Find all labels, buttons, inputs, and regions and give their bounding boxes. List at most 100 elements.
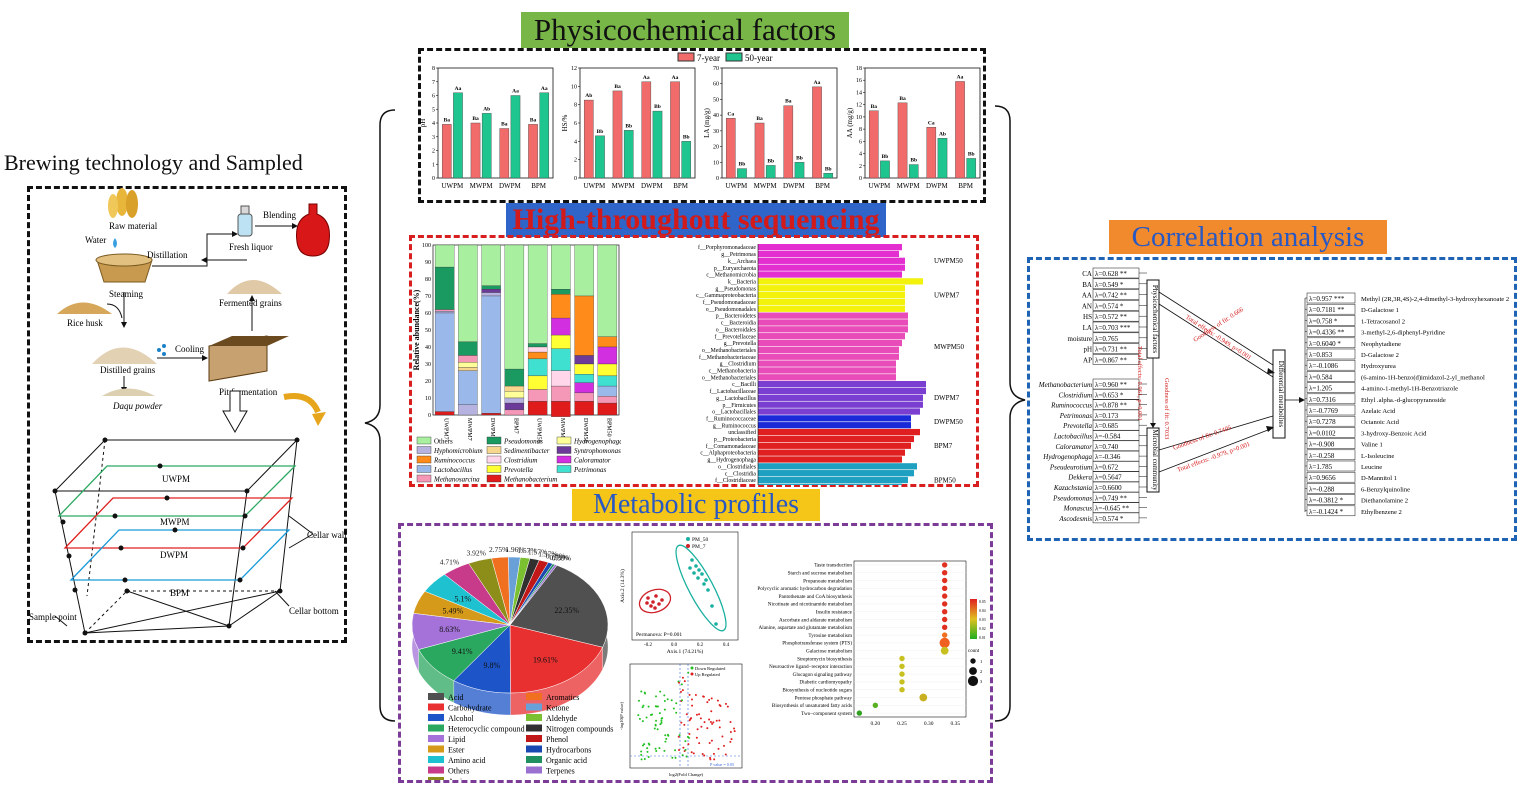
lefse-group-UWPM50: f__Porphyromonadaceaeg__Petrimonask__Arc… (698, 244, 963, 279)
volcano-point-up (716, 699, 719, 702)
pie-legend-swatch (526, 766, 542, 774)
volcano-point-down (649, 714, 652, 717)
stack-segment (481, 295, 501, 414)
lefse-bar (758, 408, 920, 415)
volcano-point-up (695, 713, 698, 716)
legend-swatch-50 (725, 52, 743, 62)
stack-segment (481, 413, 501, 416)
brewing-box (27, 186, 347, 643)
corr-metab-box (1306, 415, 1356, 427)
kegg-pathway-label: Two−component system (801, 711, 852, 717)
pie-legend-swatch (428, 756, 444, 763)
kegg-count-label: 3 (980, 679, 983, 684)
bar-7 (754, 122, 765, 179)
volcano-point (681, 754, 684, 757)
physico-tick: 4 (574, 139, 577, 145)
stack-segment (574, 401, 594, 416)
volcano-point-up (715, 719, 718, 722)
bar-letter-7: Ca (928, 120, 935, 126)
pie-slice-label: 4.71% (440, 557, 459, 566)
corr-metab-val: λ=0.0102 (1309, 429, 1336, 437)
kegg-count-dot (970, 658, 976, 664)
stack-legend-label: Ruminococcus (433, 457, 475, 465)
physico-tick: 10 (571, 84, 577, 90)
volcano-point-up (713, 758, 716, 761)
corr-microbe-name: Ascodesmis (1058, 515, 1092, 523)
volcano-point-up (724, 702, 727, 705)
bar-50 (539, 92, 550, 179)
volcano-point (684, 740, 687, 743)
corr-metab-val: λ=0.4336 ** (1309, 329, 1345, 337)
physico-tick: 10 (856, 115, 862, 121)
stack-legend-swatch (556, 446, 572, 454)
lefse-bar (758, 271, 902, 278)
pit-label: Pit fermentation (219, 387, 278, 397)
corr-physico-val: λ=0.765 (1095, 335, 1119, 343)
stack-legend-swatch (486, 455, 502, 464)
node-physico-label: Physicochemical factors (1151, 285, 1159, 354)
pca-point-pm50 (690, 558, 694, 562)
pca-permanova: Permanova: P=0.001 (636, 632, 682, 638)
effect-left: Total effects: 0.961, p=0.001 (1136, 346, 1143, 421)
physico-category: DWPM (926, 182, 949, 190)
legend-swatch-7 (677, 52, 695, 62)
lefse-bar (758, 428, 920, 436)
physico-tick: 30 (713, 129, 719, 135)
lefse-bar (758, 394, 923, 401)
volcano-point (681, 676, 684, 679)
physico-tick: 0 (432, 176, 435, 182)
stack-segment (504, 402, 525, 411)
physico-panel-0: pH 0 1 2 3 4 5 6 7 8 Ba Aa UWPM Ba Ab MWPM Ba Aa DWPM Ba Aa B… (420, 66, 554, 190)
stack-segment (597, 375, 618, 387)
corr-metab-name: Ethylbenzene 2 (1361, 509, 1402, 516)
physico-tick: 0 (574, 176, 577, 182)
physico-category: UWPM (583, 182, 606, 190)
stack-tick: 100 (422, 243, 431, 249)
physico-tick: 10 (713, 160, 719, 166)
bar-50 (937, 138, 948, 179)
physico-category: BPM (958, 182, 974, 190)
pca-tick: -0.2 (644, 643, 652, 648)
bottle-icon (237, 213, 253, 237)
daqu-icon (102, 388, 155, 396)
pca-point-pm50 (714, 622, 718, 626)
stack-segment (551, 334, 571, 349)
corr-metab-val: λ=0.584 (1309, 373, 1333, 381)
stack-segment (458, 362, 478, 368)
volcano-point-down (637, 714, 640, 717)
corr-metab-name: D-Galactose 2 (1361, 352, 1399, 359)
volcano-point-up (700, 725, 703, 728)
kegg-p-label: 0.02 (979, 627, 986, 631)
kegg-pathway-label: Neuroactive ligand−receptor interaction (769, 664, 852, 670)
corr-metab-box (1306, 505, 1356, 517)
corr-metab-box (1306, 483, 1356, 494)
volcano-point-down (645, 716, 648, 719)
gof-bottom: Goodness of fit: 0.7405 (1172, 424, 1232, 452)
physico-tick: 2 (574, 158, 577, 164)
bar-7 (670, 81, 680, 179)
lefse-bar (758, 285, 905, 292)
lefse-group-label: DWPM50 (934, 418, 963, 426)
pca-ellipse-pm50 (675, 544, 727, 632)
volcano-point-down (643, 743, 646, 746)
bar-letter-7: Aa (672, 75, 679, 81)
lefse-bar (758, 312, 908, 319)
corr-physico-name: AP (1083, 356, 1092, 364)
volcano-point-down (646, 747, 649, 750)
stack-segment (527, 375, 548, 390)
bar-50 (908, 164, 919, 179)
stack-tick: 30 (425, 362, 431, 368)
volcano-point-down (660, 719, 663, 722)
volcano-point-up (702, 695, 705, 698)
physico-tick: 2 (859, 164, 862, 170)
corr-metab-name: D-Mannitol 1 (1361, 475, 1397, 482)
volcano-point (688, 736, 691, 739)
volcano-point-up (699, 717, 702, 720)
pie-legend-label: Heterocyclic compound (448, 725, 525, 734)
physico-tick: 0 (716, 176, 719, 182)
bar-letter-7: Ba (614, 84, 621, 90)
stack-legend-swatch (416, 436, 432, 445)
kegg-count-title: count (968, 649, 980, 654)
lefse-taxon: f__Clostridiaceae (715, 477, 756, 484)
